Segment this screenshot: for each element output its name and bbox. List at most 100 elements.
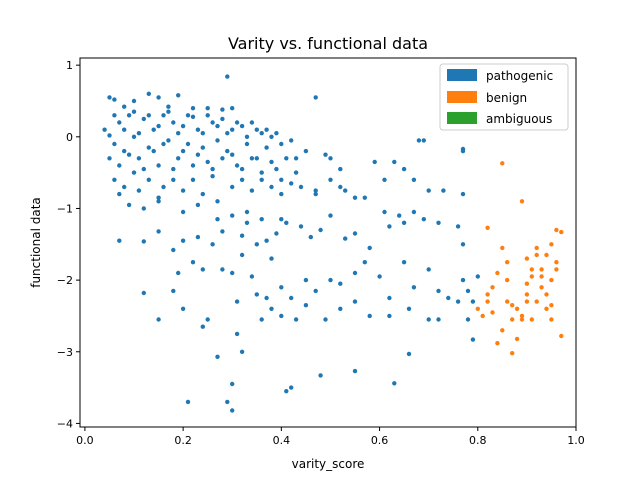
point-pathogenic — [362, 195, 367, 200]
point-pathogenic — [156, 199, 161, 204]
point-pathogenic — [254, 292, 259, 297]
point-pathogenic — [289, 385, 294, 390]
point-benign — [534, 252, 539, 258]
point-pathogenic — [313, 188, 318, 193]
point-benign — [495, 270, 500, 276]
point-benign — [559, 229, 564, 235]
point-benign — [519, 313, 525, 319]
point-pathogenic — [225, 74, 230, 79]
point-pathogenic — [239, 252, 245, 258]
point-pathogenic — [126, 113, 132, 118]
y-tick-label: −1 — [57, 202, 73, 215]
point-pathogenic — [343, 188, 348, 193]
point-pathogenic — [352, 299, 358, 304]
point-pathogenic — [382, 177, 387, 182]
point-pathogenic — [180, 238, 186, 243]
point-pathogenic — [126, 202, 132, 208]
point-pathogenic — [200, 131, 205, 136]
point-pathogenic — [180, 148, 186, 154]
point-pathogenic — [244, 134, 250, 139]
point-pathogenic — [146, 113, 151, 118]
point-pathogenic — [156, 317, 161, 322]
point-pathogenic — [220, 267, 225, 272]
point-pathogenic — [210, 166, 215, 172]
point-pathogenic — [279, 217, 284, 222]
point-pathogenic — [254, 242, 259, 247]
x-tick-label: 0.2 — [174, 434, 192, 447]
point-pathogenic — [166, 104, 171, 109]
point-pathogenic — [338, 306, 343, 311]
point-pathogenic — [436, 317, 441, 322]
point-pathogenic — [171, 288, 176, 294]
point-pathogenic — [249, 120, 255, 125]
point-pathogenic — [161, 113, 166, 118]
point-pathogenic — [185, 141, 191, 147]
point-pathogenic — [269, 134, 274, 139]
point-pathogenic — [352, 195, 358, 200]
point-pathogenic — [234, 120, 240, 125]
point-pathogenic — [200, 267, 205, 272]
point-pathogenic — [220, 229, 225, 234]
point-pathogenic — [112, 177, 117, 182]
point-benign — [539, 267, 544, 272]
point-pathogenic — [264, 238, 269, 243]
point-pathogenic — [195, 234, 201, 240]
point-pathogenic — [190, 163, 196, 168]
point-pathogenic — [264, 127, 269, 132]
point-pathogenic — [239, 177, 245, 182]
point-pathogenic — [446, 295, 451, 301]
point-benign — [519, 317, 525, 322]
point-pathogenic — [146, 91, 151, 97]
point-pathogenic — [318, 373, 323, 378]
point-benign — [524, 299, 530, 304]
point-pathogenic — [284, 220, 289, 225]
point-pathogenic — [284, 156, 289, 161]
point-pathogenic — [117, 163, 122, 168]
point-benign — [529, 267, 534, 272]
point-benign — [554, 227, 559, 233]
point-pathogenic — [146, 145, 151, 150]
point-pathogenic — [352, 368, 358, 374]
point-pathogenic — [156, 95, 161, 100]
point-benign — [510, 317, 515, 322]
point-pathogenic — [406, 306, 412, 311]
legend-swatch-pathogenic — [447, 69, 477, 81]
point-benign — [485, 225, 490, 230]
point-pathogenic — [338, 281, 343, 286]
point-pathogenic — [289, 138, 294, 143]
point-pathogenic — [230, 127, 235, 132]
point-pathogenic — [392, 159, 397, 165]
y-tick-label: −2 — [57, 274, 73, 287]
point-pathogenic — [279, 285, 284, 290]
y-tick-label: 0 — [66, 131, 73, 144]
legend-label-ambiguous: ambiguous — [486, 112, 552, 126]
point-pathogenic — [176, 270, 181, 276]
point-pathogenic — [185, 113, 191, 118]
point-pathogenic — [122, 148, 127, 154]
point-benign — [549, 303, 554, 308]
legend-label-benign: benign — [486, 91, 527, 105]
point-pathogenic — [367, 313, 372, 319]
point-pathogenic — [122, 184, 127, 190]
point-pathogenic — [338, 184, 343, 190]
point-pathogenic — [328, 277, 333, 283]
point-pathogenic — [338, 166, 343, 172]
point-pathogenic — [298, 184, 304, 190]
point-pathogenic — [259, 131, 264, 136]
points-layer — [102, 74, 564, 413]
point-pathogenic — [352, 270, 358, 276]
point-pathogenic — [156, 123, 161, 129]
point-pathogenic — [215, 199, 220, 204]
point-pathogenic — [230, 106, 235, 111]
legend-label-pathogenic: pathogenic — [486, 69, 553, 83]
point-pathogenic — [215, 217, 220, 222]
point-pathogenic — [387, 224, 392, 229]
point-pathogenic — [239, 166, 245, 172]
point-pathogenic — [259, 170, 264, 175]
point-benign — [524, 281, 530, 286]
point-benign — [519, 199, 525, 204]
point-pathogenic — [190, 260, 196, 265]
point-pathogenic — [377, 274, 382, 279]
point-pathogenic — [107, 133, 112, 138]
point-pathogenic — [200, 191, 205, 197]
